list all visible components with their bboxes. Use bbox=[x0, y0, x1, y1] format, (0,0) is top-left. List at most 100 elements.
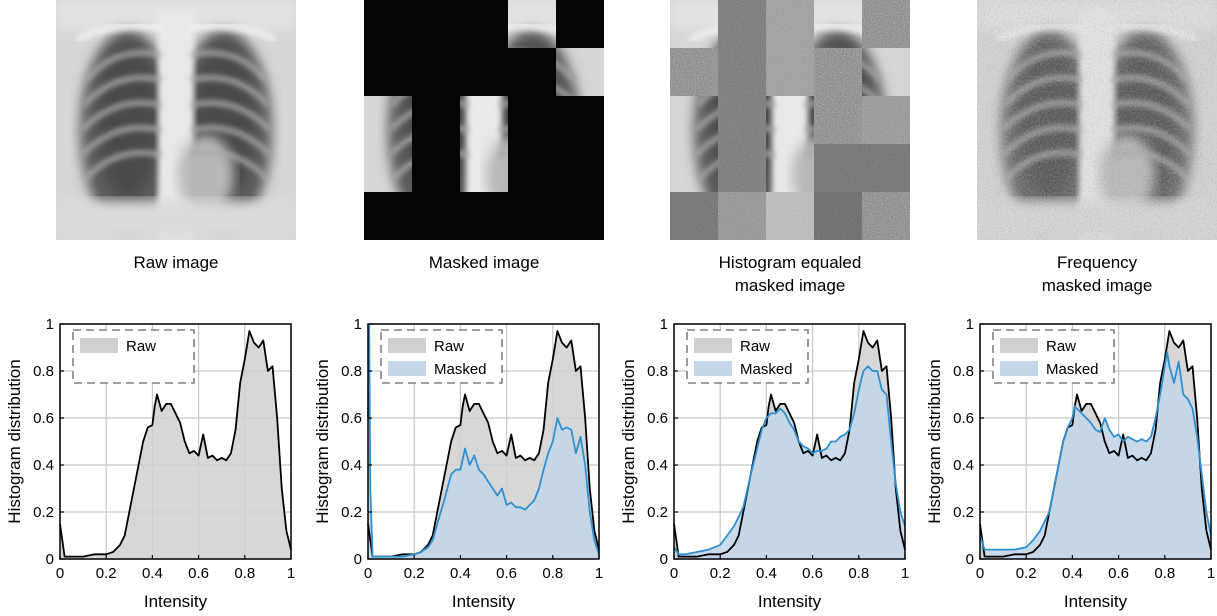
y-tick-label: 0.4 bbox=[341, 457, 362, 474]
legend: Raw Masked bbox=[992, 329, 1115, 384]
x-tick-label: 0.8 bbox=[234, 565, 255, 582]
x-tick-label: 0.6 bbox=[188, 565, 209, 582]
masked-line bbox=[367, 323, 600, 558]
y-tick-label: 0.4 bbox=[647, 457, 668, 474]
caption-histogram-equaled: Histogram equaled masked image bbox=[640, 251, 940, 297]
masked-line bbox=[673, 365, 906, 556]
y-tick-label: 0.4 bbox=[33, 457, 54, 474]
caption-histeq-line1: Histogram equaled bbox=[718, 253, 862, 272]
y-tick-label: 0.6 bbox=[33, 410, 54, 427]
plot-frame bbox=[59, 323, 292, 560]
legend-swatch-masked bbox=[388, 361, 426, 376]
y-tick-label: 0 bbox=[966, 551, 974, 568]
x-tick-label: 0.2 bbox=[404, 565, 425, 582]
raw-line bbox=[367, 330, 600, 558]
y-axis-label: Histogram distribution bbox=[619, 359, 638, 523]
legend-label-raw: Raw bbox=[1046, 338, 1076, 355]
legend-label-masked: Masked bbox=[434, 361, 487, 378]
x-tick-label: 0.4 bbox=[1062, 565, 1083, 582]
x-tick-label: 0 bbox=[670, 565, 678, 582]
x-axis-label: Intensity bbox=[758, 592, 822, 611]
x-tick-label: 1 bbox=[901, 565, 909, 582]
plot-frame bbox=[673, 323, 906, 560]
legend-swatch-raw bbox=[694, 338, 732, 353]
legend-swatch-masked bbox=[694, 361, 732, 376]
x-tick-label: 1 bbox=[595, 565, 603, 582]
x-tick-label: 0 bbox=[976, 565, 984, 582]
raw-area bbox=[60, 331, 291, 559]
raw-line bbox=[979, 330, 1212, 558]
x-axis-label: Intensity bbox=[144, 592, 208, 611]
x-tick-label: 0.4 bbox=[142, 565, 163, 582]
x-tick-label: 0.4 bbox=[756, 565, 777, 582]
masked-xray-image bbox=[364, 0, 604, 240]
y-tick-label: 0.8 bbox=[33, 363, 54, 380]
y-tick-label: 0.6 bbox=[341, 410, 362, 427]
x-tick-label: 0.8 bbox=[848, 565, 869, 582]
caption-raw-text: Raw image bbox=[133, 253, 219, 272]
legend: Raw Masked bbox=[380, 329, 503, 384]
y-tick-label: 0.4 bbox=[953, 457, 974, 474]
y-axis-label: Histogram distribution bbox=[313, 359, 332, 523]
legend: Raw Masked bbox=[686, 329, 809, 384]
histogram-chart-histeq: 0 0.2 0.4 0.6 0.8 1 0 0.2 0.4 0.6 0.8 1 Intensity His… bbox=[614, 316, 914, 616]
raw-xray-image bbox=[56, 0, 296, 240]
y-tick-label: 1 bbox=[660, 316, 668, 333]
legend-label-raw: Raw bbox=[434, 338, 464, 355]
y-tick-label: 0.8 bbox=[953, 363, 974, 380]
y-tick-label: 0.6 bbox=[647, 410, 668, 427]
y-tick-label: 0.2 bbox=[341, 504, 362, 521]
legend-label-masked: Masked bbox=[1046, 361, 1099, 378]
x-tick-label: 0.6 bbox=[1108, 565, 1129, 582]
caption-frequency-masked: Frequency masked image bbox=[947, 251, 1217, 297]
legend-label-raw: Raw bbox=[126, 338, 156, 355]
legend-label-raw: Raw bbox=[740, 338, 770, 355]
y-tick-label: 0 bbox=[354, 551, 362, 568]
raw-line bbox=[59, 330, 292, 558]
y-tick-label: 0.8 bbox=[647, 363, 668, 380]
x-tick-label: 0.8 bbox=[542, 565, 563, 582]
histogram-chart-frequency: 0 0.2 0.4 0.6 0.8 1 0 0.2 0.4 0.6 0.8 1 Intensity His… bbox=[920, 316, 1217, 616]
caption-masked-image: Masked image bbox=[334, 251, 634, 274]
frequency-masked-image bbox=[977, 0, 1217, 240]
legend-swatch-raw bbox=[388, 338, 426, 353]
y-tick-label: 1 bbox=[46, 316, 54, 333]
raw-line bbox=[673, 330, 906, 558]
legend-swatch-raw bbox=[80, 338, 118, 353]
masked-area bbox=[674, 366, 905, 559]
legend-swatch-raw bbox=[1000, 338, 1038, 353]
histogram-chart-masked: 0 0.2 0.4 0.6 0.8 1 0 0.2 0.4 0.6 0.8 1 Intensity His… bbox=[308, 316, 608, 616]
caption-histeq-line2: masked image bbox=[734, 276, 846, 295]
x-tick-label: 0.8 bbox=[1154, 565, 1175, 582]
y-tick-label: 0 bbox=[46, 551, 54, 568]
y-tick-label: 0.2 bbox=[953, 504, 974, 521]
masked-line bbox=[979, 351, 1212, 551]
x-axis-label: Intensity bbox=[1064, 592, 1128, 611]
histogram-chart-raw: 0 0.2 0.4 0.6 0.8 1 0 0.2 0.4 0.6 0.8 1 Intensity His… bbox=[0, 316, 300, 616]
y-tick-label: 0.2 bbox=[647, 504, 668, 521]
legend-label-masked: Masked bbox=[740, 361, 793, 378]
plot-frame bbox=[979, 323, 1212, 560]
histogram-equaled-masked-image bbox=[670, 0, 910, 240]
masked-area bbox=[368, 324, 599, 559]
plot-frame bbox=[367, 323, 600, 560]
x-tick-label: 0.2 bbox=[96, 565, 117, 582]
legend-swatch-masked bbox=[1000, 361, 1038, 376]
x-tick-label: 0 bbox=[56, 565, 64, 582]
y-axis-label: Histogram distribution bbox=[5, 359, 24, 523]
x-tick-label: 1 bbox=[287, 565, 295, 582]
x-tick-label: 0.2 bbox=[1016, 565, 1037, 582]
x-tick-label: 0.4 bbox=[450, 565, 471, 582]
x-tick-label: 1 bbox=[1207, 565, 1215, 582]
masked-area bbox=[980, 352, 1211, 559]
x-tick-label: 0.6 bbox=[802, 565, 823, 582]
caption-freq-line1: Frequency bbox=[1056, 253, 1138, 272]
caption-raw-image: Raw image bbox=[26, 251, 326, 274]
y-tick-label: 1 bbox=[354, 316, 362, 333]
y-axis-label: Histogram distribution bbox=[925, 359, 944, 523]
y-tick-label: 0.8 bbox=[341, 363, 362, 380]
x-tick-label: 0.6 bbox=[496, 565, 517, 582]
x-tick-label: 0 bbox=[364, 565, 372, 582]
x-tick-label: 0.2 bbox=[710, 565, 731, 582]
y-tick-label: 0 bbox=[660, 551, 668, 568]
